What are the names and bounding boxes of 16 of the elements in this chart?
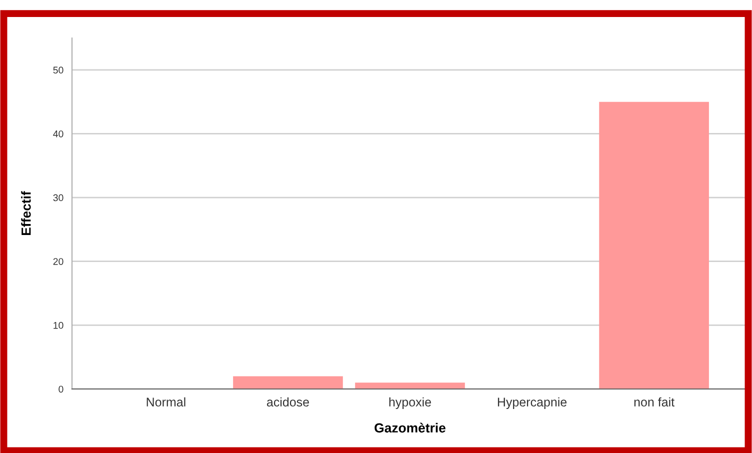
- y-tick-label: 50: [53, 66, 64, 74]
- x-tick-label: Hypercapnie: [498, 397, 567, 409]
- bar: [233, 376, 343, 389]
- y-tick-label: 0: [58, 386, 64, 393]
- bar: [599, 102, 709, 389]
- y-axis-title: Effectif: [21, 191, 31, 235]
- y-tick-label: 10: [54, 322, 64, 329]
- x-tick-label: acidose: [266, 397, 309, 407]
- y-tick-label: 20: [53, 258, 64, 265]
- y-tick-label: 40: [53, 130, 64, 138]
- x-tick-label: non fait: [634, 397, 674, 407]
- x-axis-title: Gazomètrie: [374, 422, 446, 433]
- bar: [355, 382, 465, 389]
- y-tick-label: 30: [53, 194, 64, 202]
- x-tick-label: Normal: [146, 397, 186, 407]
- x-tick-label: hypoxie: [389, 397, 431, 409]
